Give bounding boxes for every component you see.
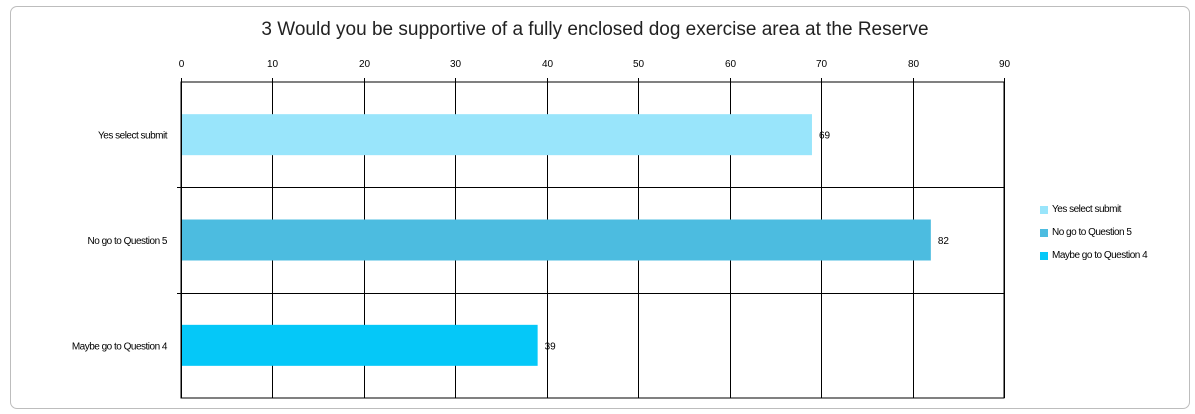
tick-label-x: 80 [908, 59, 920, 70]
data-label: 82 [938, 236, 950, 247]
chart-legend: Yes select submit No go to Question 5 Mayb… [1040, 198, 1148, 267]
tick-label-x: 0 [179, 59, 185, 70]
tick-label-x: 20 [359, 59, 371, 70]
category-label: Yes select submit [98, 131, 168, 142]
legend-label: No go to Question 5 [1052, 227, 1132, 238]
legend-item: No go to Question 5 [1040, 221, 1147, 244]
tick-label-x: 50 [633, 59, 645, 70]
legend-item: Yes select submit [1040, 198, 1147, 221]
tick-label-x: 60 [725, 59, 737, 70]
legend-label: Yes select submit [1052, 204, 1121, 215]
category-label: No go to Question 5 [88, 236, 168, 247]
tick-label-x: 30 [450, 59, 462, 70]
legend-label: Maybe go to Question 4 [1052, 250, 1148, 261]
data-label: 69 [819, 131, 831, 142]
legend-swatch [1040, 228, 1048, 237]
bar [182, 324, 538, 366]
bar [182, 114, 812, 156]
tick-label-x: 90 [999, 59, 1011, 70]
tick-label-x: 10 [267, 59, 279, 70]
legend-swatch [1040, 205, 1048, 214]
chart-title: 3 Would you be supportive of a fully enc… [261, 19, 929, 40]
category-label: Maybe go to Question 4 [72, 341, 168, 352]
bar [182, 219, 931, 261]
legend-item: Maybe go to Question 4 [1040, 244, 1148, 267]
legend-swatch [1040, 251, 1048, 260]
tick-label-x: 40 [542, 59, 554, 70]
data-label: 39 [545, 341, 557, 352]
tick-label-x: 70 [816, 59, 828, 70]
